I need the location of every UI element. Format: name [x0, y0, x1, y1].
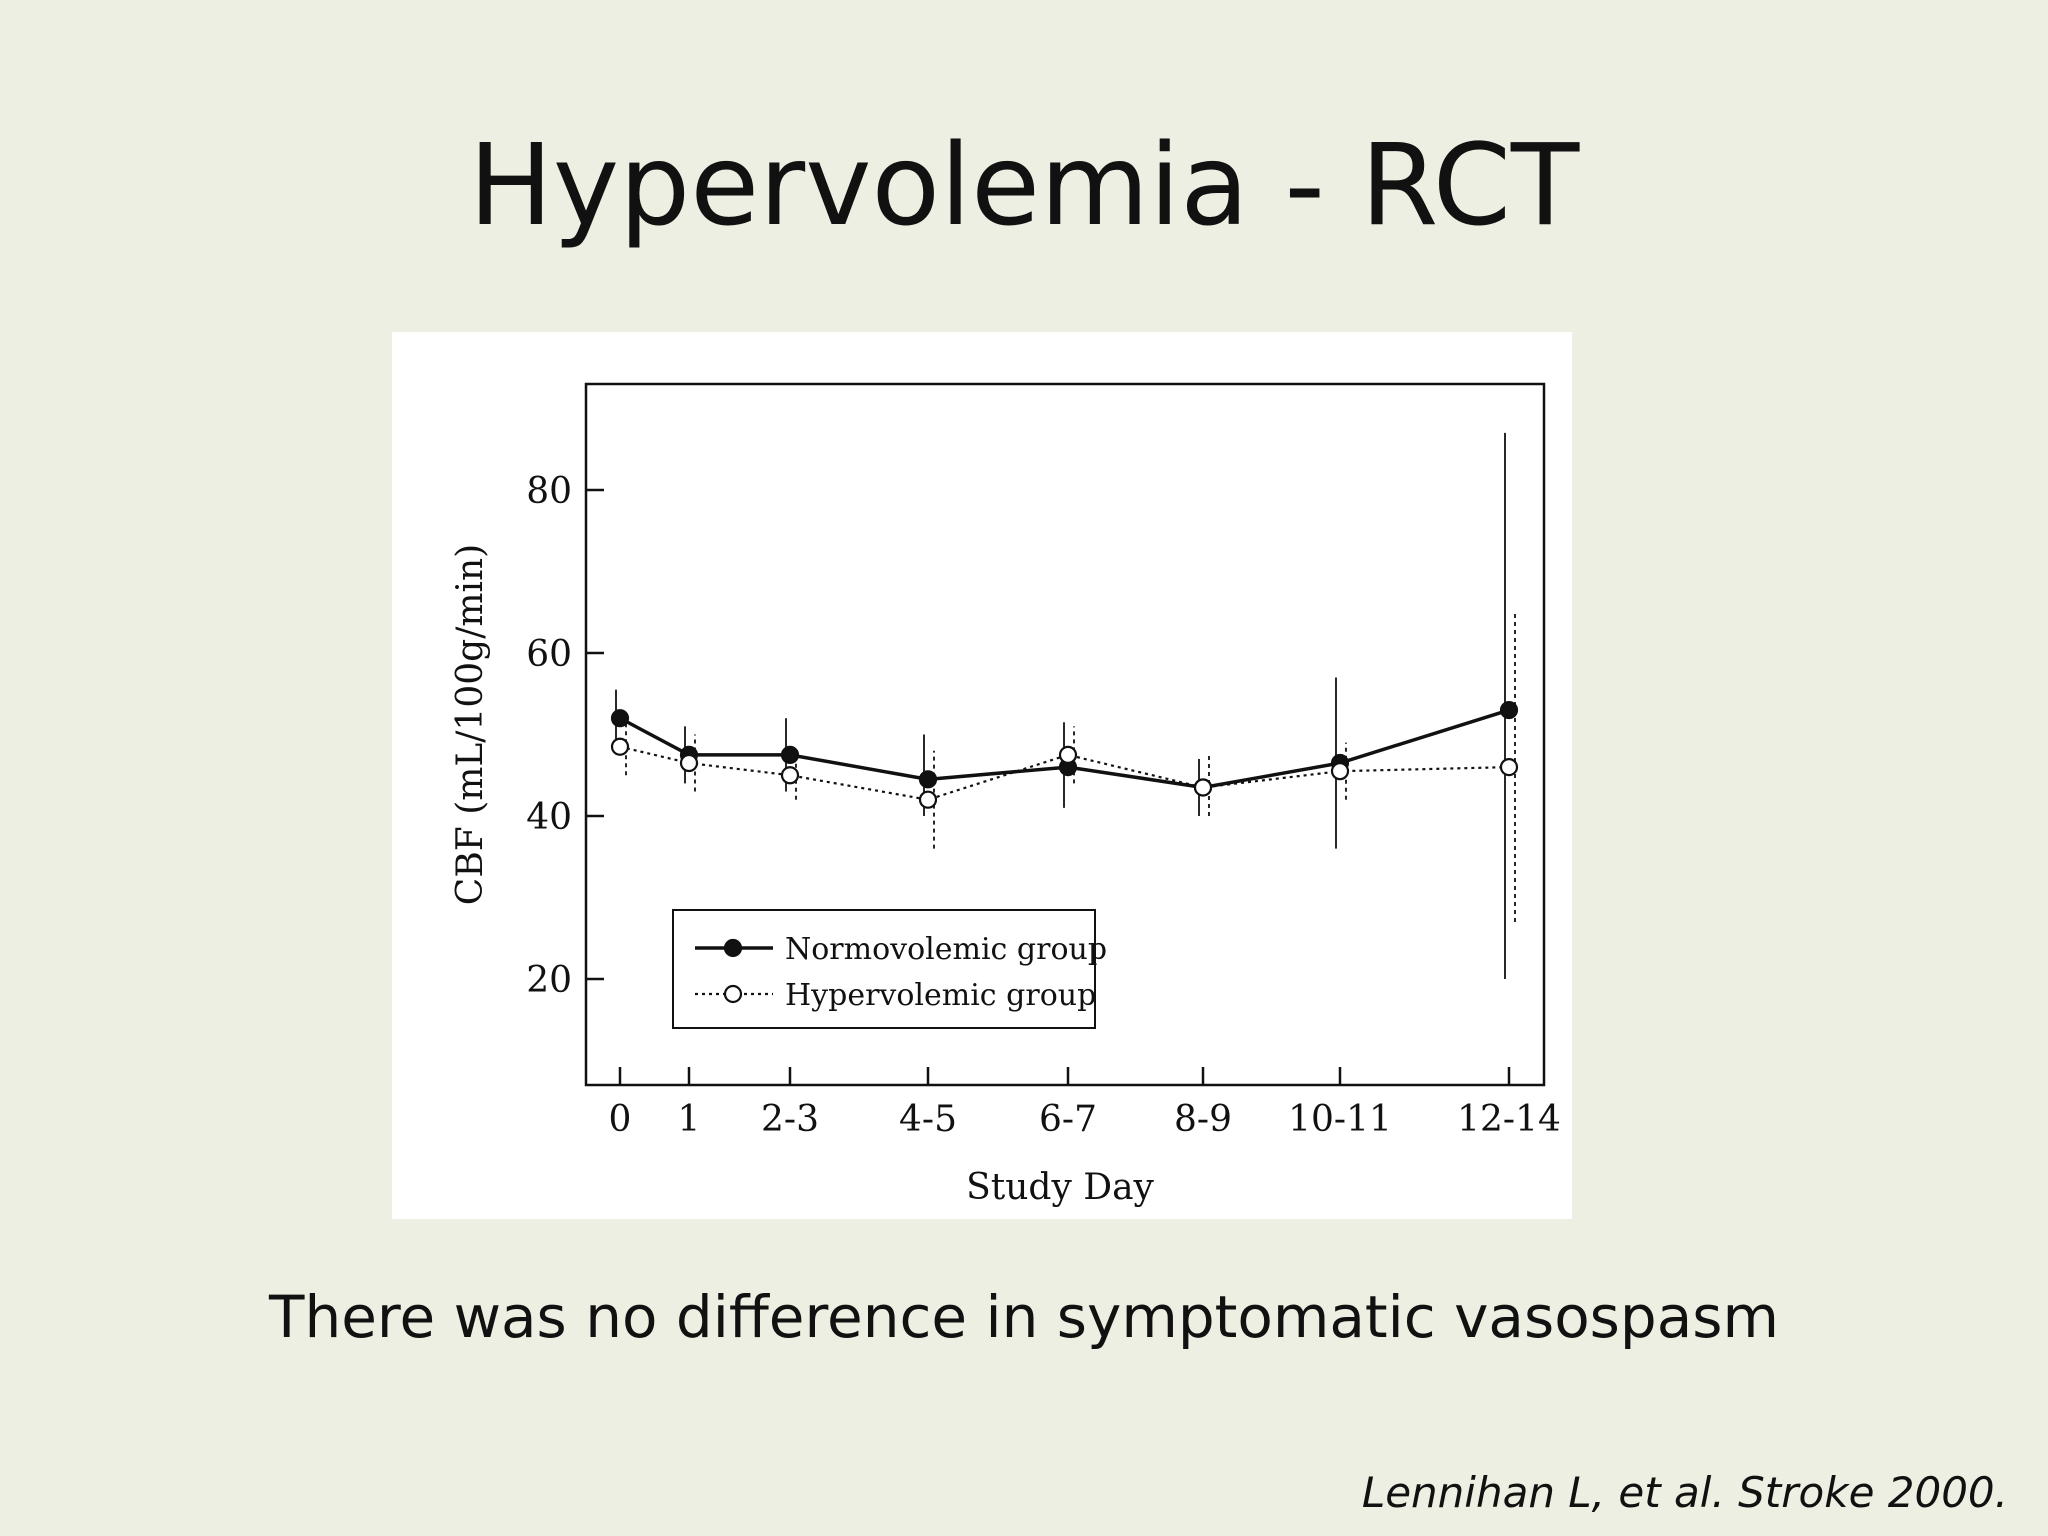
- citation: Lennihan L, et al. Stroke 2000.: [1361, 1468, 2008, 1517]
- x-tick-label: 1: [678, 1099, 701, 1140]
- normovolemic-series-line: [619, 708, 1510, 790]
- hypervolemic-point: [918, 790, 938, 809]
- normovolemic-point: [780, 745, 800, 764]
- hypervolemic-series-line: [619, 745, 1510, 801]
- y-axis-label: CBF (mL/100g/min): [450, 544, 491, 905]
- hypervolemic-point: [780, 766, 800, 785]
- normovolemic-point: [610, 709, 630, 728]
- normovolemic-point: [1499, 700, 1519, 720]
- x-tick-label: 4-5: [899, 1099, 957, 1140]
- hypervolemic-point: [1193, 778, 1213, 797]
- hypervolemic-point: [679, 753, 699, 773]
- hypervolemic-point: [610, 737, 630, 756]
- hypervolemic-legend-label: Hypervolemic group: [785, 978, 1096, 1013]
- normovolemic-legend-label: Normovolemic group: [785, 932, 1107, 967]
- x-tick-label: 6-7: [1039, 1099, 1097, 1140]
- hypervolemic-point: [1058, 745, 1078, 764]
- hypervolemic-point: [1499, 758, 1519, 777]
- hypervolemic-legend-marker: [723, 984, 743, 1004]
- x-tick-label: 10-11: [1288, 1099, 1392, 1140]
- normovolemic-legend-marker: [723, 938, 743, 958]
- cbf-line-chart: 20 40 60 80 0 1 2-3 4-5 6-7 8-9 10-11 12-14 Study Da…: [450, 382, 1561, 1208]
- legend-box: [672, 909, 1096, 1029]
- y-tick-label: 40: [526, 797, 572, 838]
- y-tick-label: 20: [526, 960, 572, 1001]
- x-tick-label: 12-14: [1457, 1099, 1561, 1140]
- y-tick-label: 80: [526, 471, 572, 512]
- slide-title: Hypervolemia - RCT: [468, 121, 1580, 251]
- slide-caption: There was no difference in symptomatic v…: [269, 1283, 1779, 1351]
- y-tick-label: 60: [526, 634, 572, 675]
- plot-frame: [584, 382, 1546, 1087]
- x-tick-label: 8-9: [1174, 1099, 1232, 1140]
- hypervolemic-point: [1330, 762, 1350, 781]
- normovolemic-point: [918, 770, 938, 789]
- x-tick-label: 0: [609, 1099, 632, 1140]
- x-tick-label: 2-3: [761, 1099, 819, 1140]
- chart-panel: 20 40 60 80 0 1 2-3 4-5 6-7 8-9 10-11 12-14 Study Da…: [392, 332, 1572, 1219]
- x-axis-label: Study Day: [966, 1167, 1154, 1208]
